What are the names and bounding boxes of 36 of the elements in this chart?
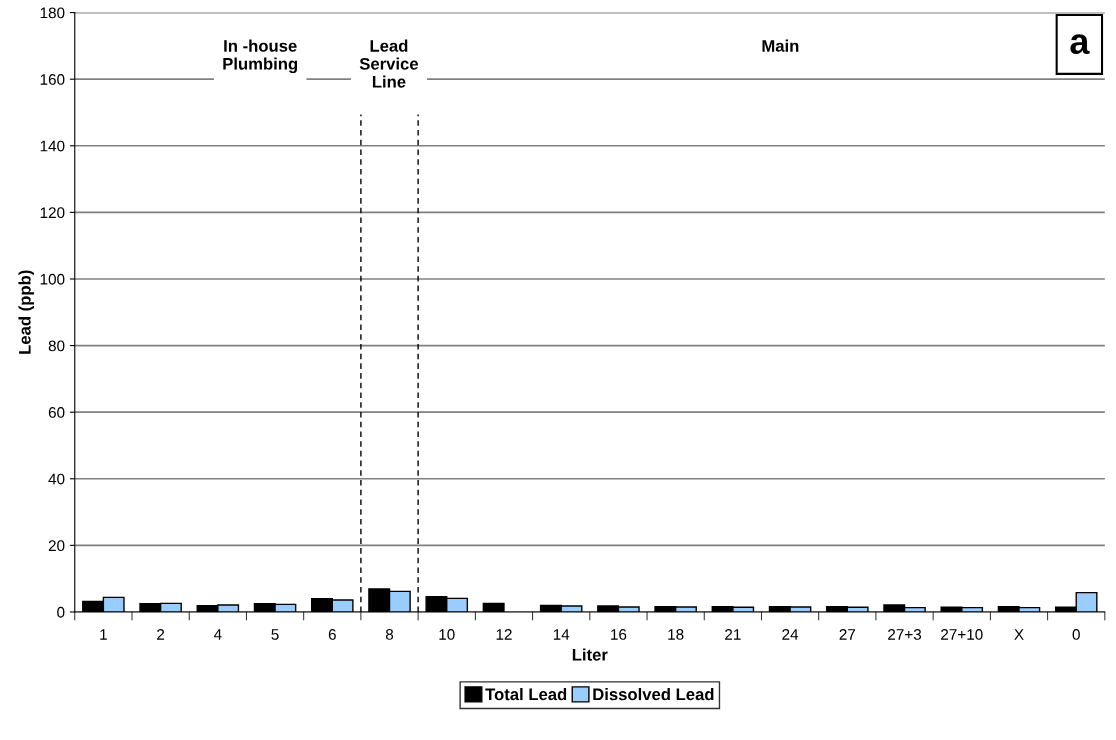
y-tick-label: 80 [48,340,65,352]
annotation: a [1070,34,1090,55]
legend-label: Dissolved Lead [593,688,714,701]
x-tick-label: 27+3 [888,629,922,640]
x-tick-label: 27+10 [941,629,983,640]
x-tick-label: 16 [611,629,627,640]
y-tick-label: 180 [40,7,65,19]
x-tick-label: 14 [553,629,570,640]
x-tick-label: 10 [439,629,455,640]
x-tick-label: 1 [100,629,107,640]
annotation: In -house Plumbing [223,39,298,74]
y-tick-label: 20 [48,540,65,552]
x-tick-label: 2 [157,629,165,640]
y-axis-title: Lead (ppb) [18,270,35,354]
x-tick-label: 27 [839,629,856,640]
x-axis-title: Liter [572,648,608,661]
y-tick-label: 0 [57,606,65,618]
y-tick-label: 100 [40,273,65,285]
x-tick-label: 6 [328,629,336,640]
x-tick-label: 24 [782,629,799,640]
x-tick-label: X [1014,629,1024,640]
x-tick-label: 5 [271,629,279,640]
annotation: Main [762,39,799,52]
y-tick-label: 60 [48,407,65,418]
x-tick-label: 21 [725,629,741,640]
legend-label: Total Lead [485,688,567,701]
x-tick-label: 8 [385,629,394,640]
x-tick-label: 4 [213,629,222,640]
x-tick-label: 18 [668,629,684,640]
annotation: Lead Service Line [359,39,419,88]
y-tick-label: 40 [48,473,65,485]
x-tick-label: 0 [1072,629,1080,640]
y-tick-label: 160 [40,74,65,85]
y-tick-label: 140 [40,140,65,152]
y-tick-label: 120 [40,207,65,219]
x-tick-label: 12 [496,629,512,640]
